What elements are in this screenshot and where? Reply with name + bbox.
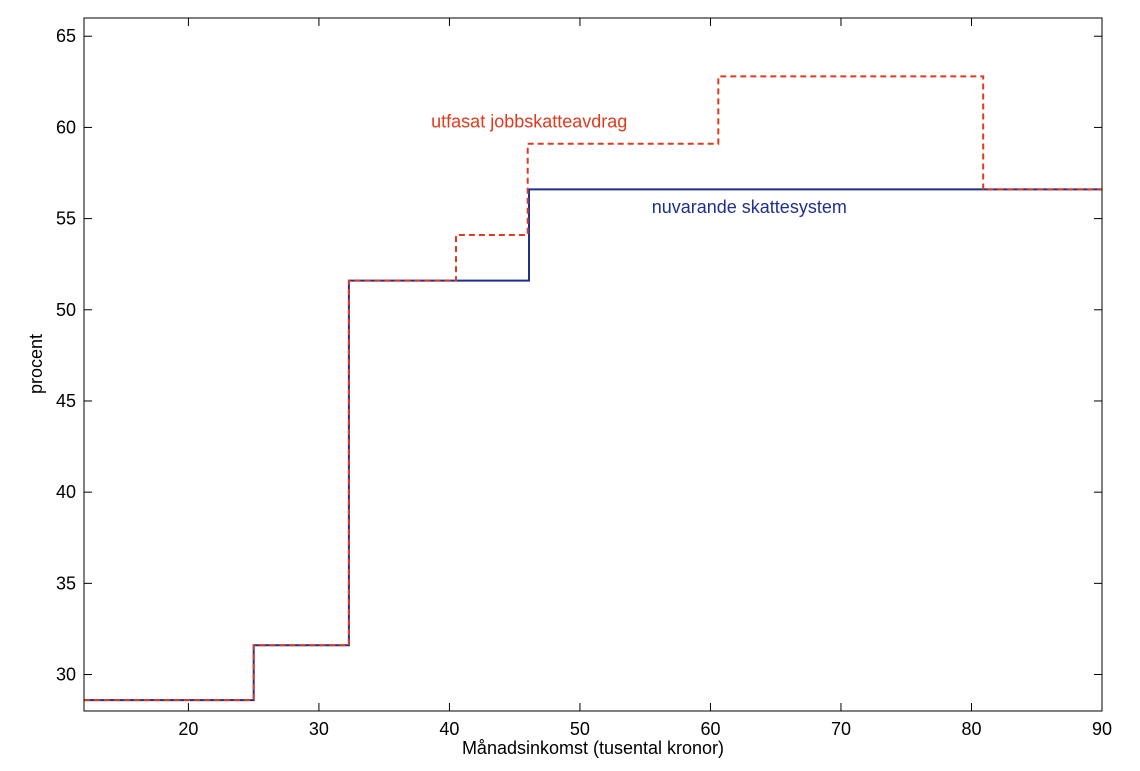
plot-frame — [83, 17, 1103, 712]
y-tick-label: 40 — [56, 482, 76, 502]
x-tick-label: 50 — [570, 719, 590, 739]
y-tick-label: 50 — [56, 300, 76, 320]
y-tick-label: 55 — [56, 209, 76, 229]
series-line-utfasat-jobbskatteavdrag — [84, 75, 1102, 702]
x-axis: 20 30 40 50 60 70 80 90 — [178, 18, 1112, 739]
y-axis: 30 35 40 45 50 55 60 65 — [56, 26, 1102, 685]
x-tick-label: 70 — [831, 719, 851, 739]
y-tick-label: 35 — [56, 573, 76, 593]
x-tick-label: 60 — [700, 719, 720, 739]
x-tick-label: 30 — [309, 719, 329, 739]
y-axis-label: procent — [26, 334, 46, 394]
x-axis-label: Månadsinkomst (tusental kronor) — [462, 738, 724, 758]
y-tick-label: 45 — [56, 391, 76, 411]
y-tick-label: 30 — [56, 665, 76, 685]
x-tick-label: 40 — [439, 719, 459, 739]
x-tick-label: 20 — [178, 719, 198, 739]
x-tick-label: 90 — [1092, 719, 1112, 739]
plot-area — [84, 18, 1102, 711]
annotation-nuvarande-skattesystem: nuvarande skattesystem — [652, 197, 847, 217]
annotations: utfasat jobbskatteavdrag nuvarande skatte… — [431, 111, 847, 217]
y-tick-label: 65 — [56, 26, 76, 46]
x-tick-label: 80 — [961, 719, 981, 739]
y-tick-label: 60 — [56, 117, 76, 137]
series-layer — [84, 75, 1102, 702]
annotation-utfasat-jobbskatteavdrag: utfasat jobbskatteavdrag — [431, 111, 627, 131]
